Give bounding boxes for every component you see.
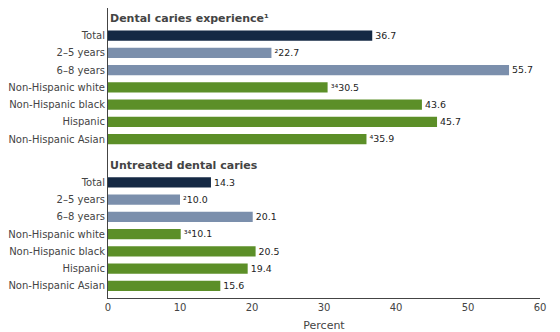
svg-text:6–8 years: 6–8 years bbox=[57, 211, 105, 222]
svg-text:³⁴​10.1: ³⁴​10.1 bbox=[184, 228, 213, 239]
svg-text:10: 10 bbox=[174, 302, 187, 313]
svg-text:²10.0: ²10.0 bbox=[183, 194, 208, 205]
svg-text:55.7: 55.7 bbox=[512, 64, 533, 75]
svg-text:Total: Total bbox=[81, 177, 105, 188]
svg-text:Non-Hispanic white: Non-Hispanic white bbox=[8, 82, 105, 93]
svg-text:Total: Total bbox=[81, 30, 105, 41]
svg-text:14.3: 14.3 bbox=[214, 177, 235, 188]
svg-text:50: 50 bbox=[462, 302, 475, 313]
svg-text:⁴35.9: ⁴35.9 bbox=[369, 133, 394, 144]
svg-text:Non-Hispanic Asian: Non-Hispanic Asian bbox=[8, 134, 105, 145]
svg-text:30: 30 bbox=[318, 302, 331, 313]
svg-text:2–5 years: 2–5 years bbox=[57, 47, 105, 58]
svg-text:³⁴​30.5: ³⁴​30.5 bbox=[331, 82, 359, 93]
svg-text:Dental caries experience¹: Dental caries experience¹ bbox=[110, 12, 269, 25]
svg-text:Percent: Percent bbox=[303, 319, 345, 332]
svg-text:²22.7: ²22.7 bbox=[274, 47, 299, 58]
svg-text:2–5 years: 2–5 years bbox=[57, 194, 105, 205]
svg-text:20: 20 bbox=[246, 302, 259, 313]
svg-text:20.5: 20.5 bbox=[259, 246, 280, 257]
svg-text:19.4: 19.4 bbox=[251, 263, 272, 274]
svg-text:45.7: 45.7 bbox=[440, 116, 461, 127]
svg-text:6–8 years: 6–8 years bbox=[57, 65, 105, 76]
svg-text:Hispanic: Hispanic bbox=[62, 263, 105, 274]
svg-text:15.6: 15.6 bbox=[223, 280, 244, 291]
svg-text:Non-Hispanic black: Non-Hispanic black bbox=[9, 246, 105, 257]
svg-text:Non-Hispanic Asian: Non-Hispanic Asian bbox=[8, 280, 105, 291]
svg-text:36.7: 36.7 bbox=[375, 30, 396, 41]
svg-text:43.6: 43.6 bbox=[425, 99, 446, 110]
svg-text:20.1: 20.1 bbox=[256, 211, 277, 222]
svg-text:Non-Hispanic white: Non-Hispanic white bbox=[8, 229, 105, 240]
svg-text:Non-Hispanic black: Non-Hispanic black bbox=[9, 99, 105, 110]
svg-text:0: 0 bbox=[105, 302, 111, 313]
svg-text:60: 60 bbox=[534, 302, 547, 313]
svg-text:40: 40 bbox=[390, 302, 403, 313]
svg-text:Hispanic: Hispanic bbox=[62, 116, 105, 127]
svg-text:Untreated dental caries: Untreated dental caries bbox=[110, 159, 258, 172]
